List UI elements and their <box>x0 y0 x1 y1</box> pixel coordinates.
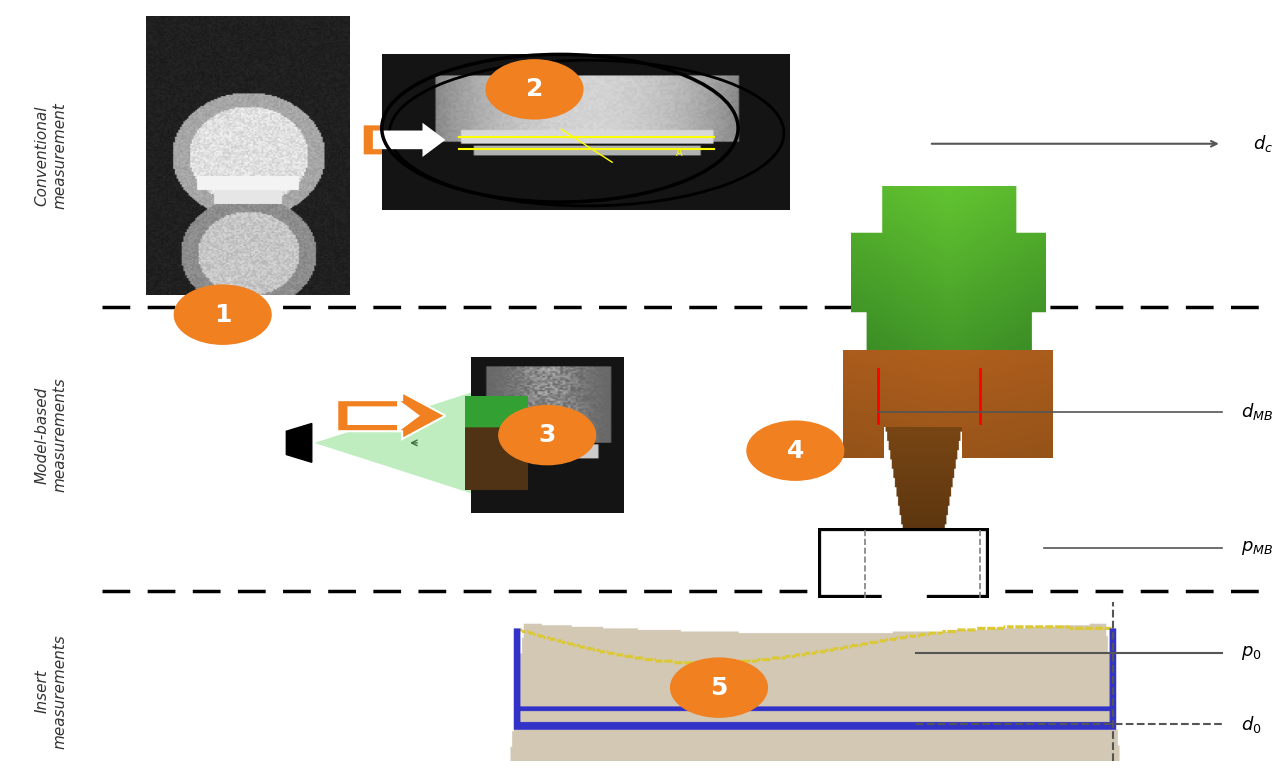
Text: Insert
measurements: Insert measurements <box>35 634 67 749</box>
Text: 3: 3 <box>539 423 556 447</box>
Text: 2: 2 <box>526 78 543 101</box>
Circle shape <box>748 421 844 480</box>
Text: $d_0$: $d_0$ <box>1240 713 1261 735</box>
Circle shape <box>174 285 271 344</box>
Polygon shape <box>287 423 312 462</box>
Polygon shape <box>347 399 420 433</box>
Text: 1: 1 <box>214 303 232 326</box>
Text: $d_c$: $d_c$ <box>1253 133 1274 155</box>
Circle shape <box>486 60 582 119</box>
Text: 4: 4 <box>787 439 804 462</box>
Circle shape <box>499 406 595 465</box>
Circle shape <box>671 658 767 717</box>
Polygon shape <box>362 117 471 163</box>
Text: $d_{MB}$: $d_{MB}$ <box>1240 401 1272 423</box>
Text: 5: 5 <box>710 676 728 699</box>
Text: Model-based
measurements: Model-based measurements <box>35 378 67 493</box>
Text: $p_{MB}$: $p_{MB}$ <box>1240 538 1274 557</box>
Polygon shape <box>337 392 445 439</box>
Text: $p_0$: $p_0$ <box>1240 643 1261 662</box>
Text: Conventional
measurement: Conventional measurement <box>35 102 67 209</box>
Polygon shape <box>315 388 484 497</box>
Polygon shape <box>372 123 445 157</box>
